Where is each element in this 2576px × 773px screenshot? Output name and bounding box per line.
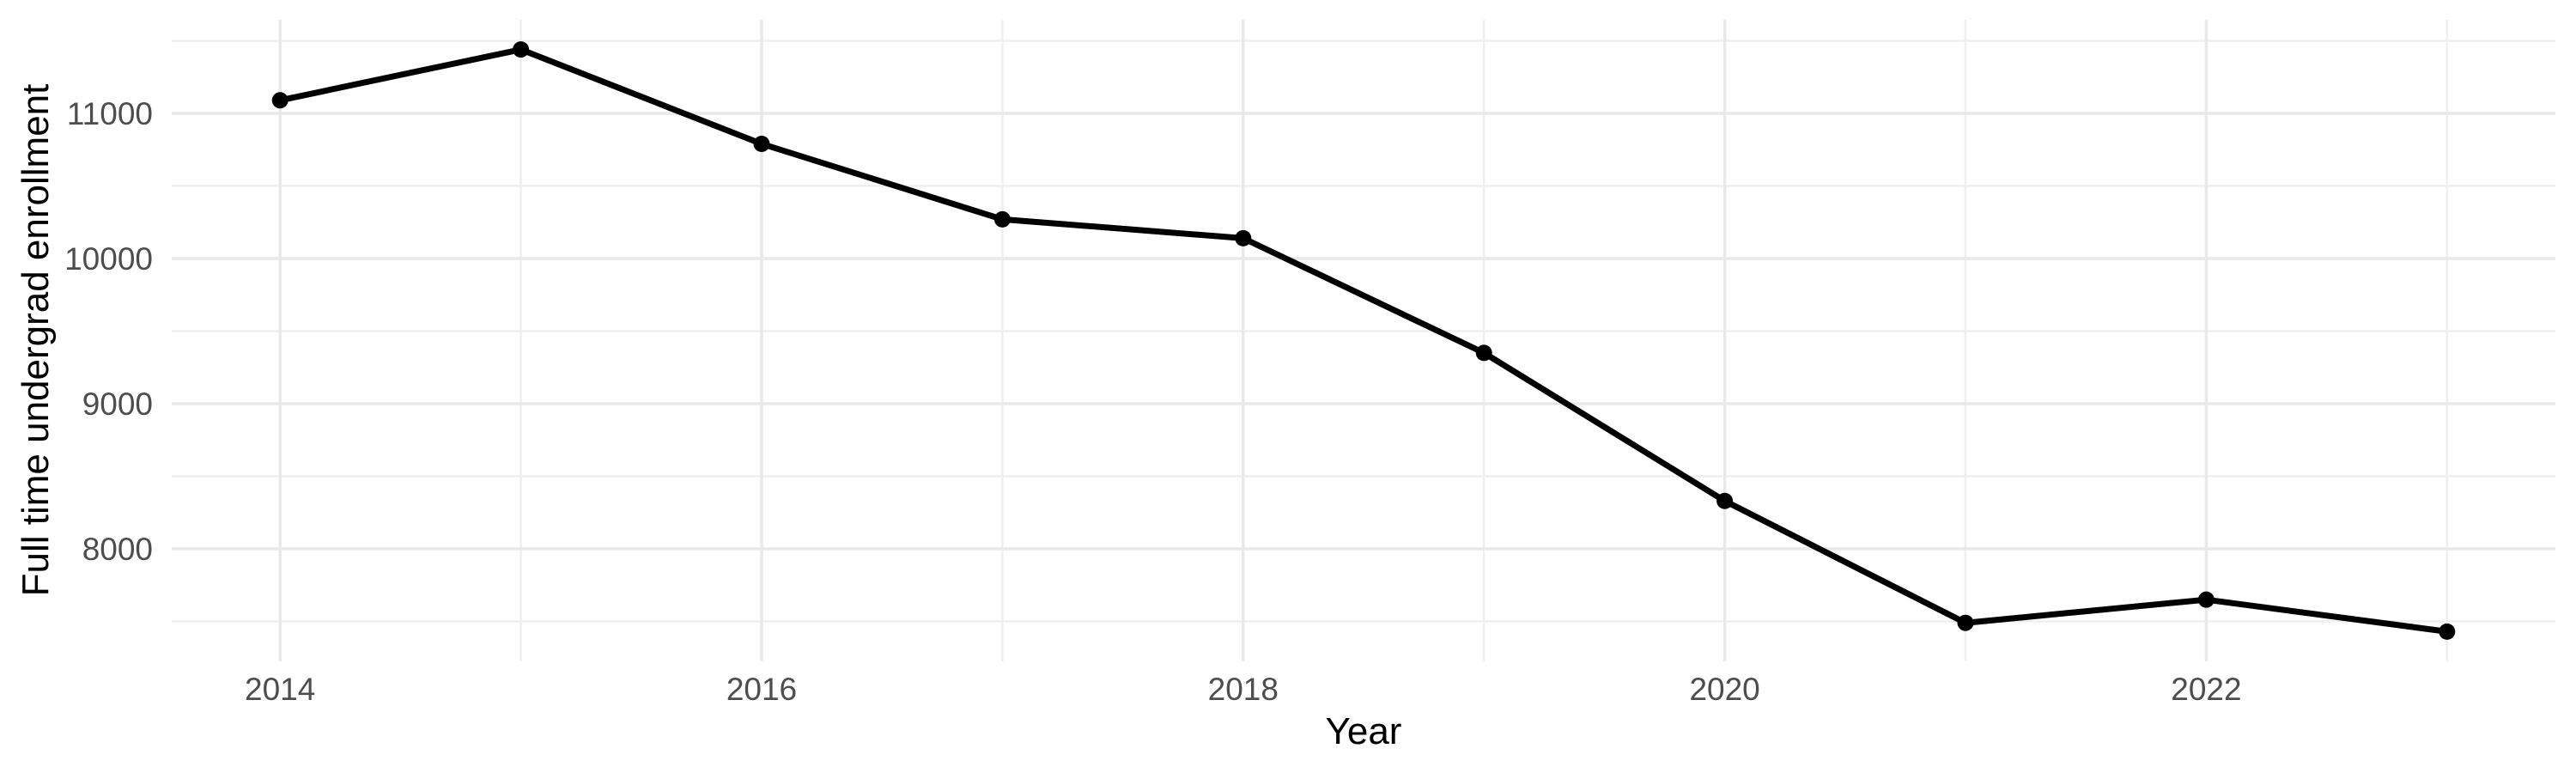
data-point	[1957, 614, 1974, 631]
data-point	[1716, 492, 1734, 509]
y-tick-label: 8000	[82, 532, 153, 567]
y-tick-label: 11000	[67, 96, 153, 131]
y-axis-title: Full time undergrad enrollment	[15, 84, 57, 597]
x-axis-title: Year	[1326, 710, 1402, 752]
x-tick-label: 2014	[245, 672, 315, 707]
gridlines-minor	[172, 20, 2555, 661]
y-tick-labels: 8000 9000 10000 11000	[64, 96, 153, 567]
x-tick-label: 2018	[1208, 672, 1279, 707]
data-point	[1475, 344, 1492, 362]
gridlines-major	[172, 20, 2555, 661]
x-tick-labels: 2014 2016 2018 2020 2022	[245, 672, 2242, 707]
y-tick-label: 9000	[82, 386, 153, 422]
x-tick-label: 2022	[2171, 672, 2241, 707]
data-point	[513, 41, 530, 58]
x-tick-label: 2016	[726, 672, 797, 707]
data-point	[271, 92, 289, 109]
data-line	[276, 46, 2451, 635]
data-point	[993, 210, 1011, 228]
data-line-group	[276, 46, 2451, 635]
x-tick-label: 2020	[1689, 672, 1759, 707]
y-tick-label: 10000	[64, 241, 153, 277]
data-points-group	[271, 41, 2456, 640]
data-point	[2197, 591, 2215, 608]
data-point	[1235, 229, 1252, 247]
data-point	[753, 135, 770, 152]
data-point	[2439, 623, 2456, 640]
